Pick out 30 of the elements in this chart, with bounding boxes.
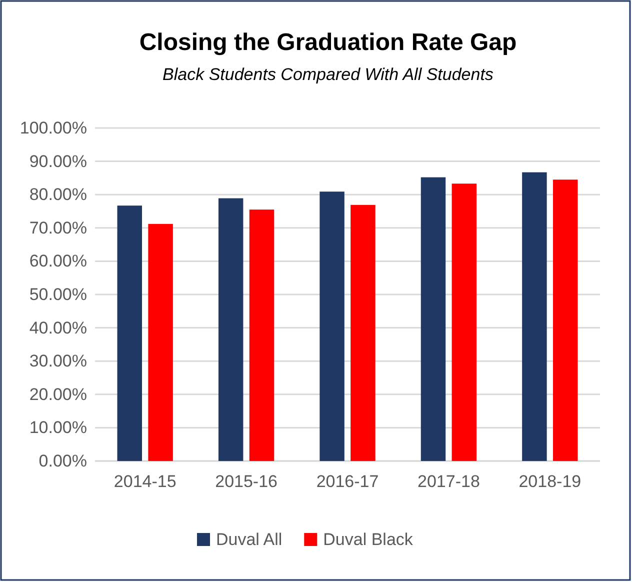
x-tick-label: 2014-15 — [114, 472, 176, 492]
y-tick-label: 40.00% — [29, 318, 87, 338]
bar — [420, 177, 446, 461]
bar — [117, 206, 142, 461]
legend-label: Duval All — [216, 530, 282, 549]
chart-title: Closing the Graduation Rate Gap — [139, 29, 517, 56]
y-tick-label: 70.00% — [29, 218, 87, 238]
bar — [552, 180, 578, 461]
chart-subtitle: Black Students Compared With All Students — [162, 65, 494, 84]
y-tick-label: 100.00% — [20, 118, 87, 138]
bar — [148, 224, 173, 461]
y-tick-label: 20.00% — [29, 384, 87, 404]
bar — [218, 198, 244, 461]
y-tick-label: 80.00% — [29, 185, 87, 204]
y-tick-label: 60.00% — [29, 252, 87, 271]
bar — [350, 204, 376, 461]
bar — [452, 184, 477, 461]
y-tick-label: 10.00% — [29, 418, 87, 438]
bar — [522, 172, 547, 461]
y-tick-label: 30.00% — [29, 352, 87, 371]
bar — [249, 210, 274, 461]
y-tick-label: 0.00% — [38, 451, 87, 470]
y-tick-label: 90.00% — [29, 152, 87, 171]
legend-label: Duval Black — [323, 530, 414, 549]
x-tick-label: 2015-16 — [215, 472, 278, 492]
bar — [320, 192, 344, 461]
y-tick-label: 50.00% — [29, 284, 87, 304]
x-tick-label: 2016-17 — [316, 472, 379, 492]
x-tick-label: 2017-18 — [418, 472, 480, 492]
x-tick-label: 2018-19 — [518, 472, 582, 492]
